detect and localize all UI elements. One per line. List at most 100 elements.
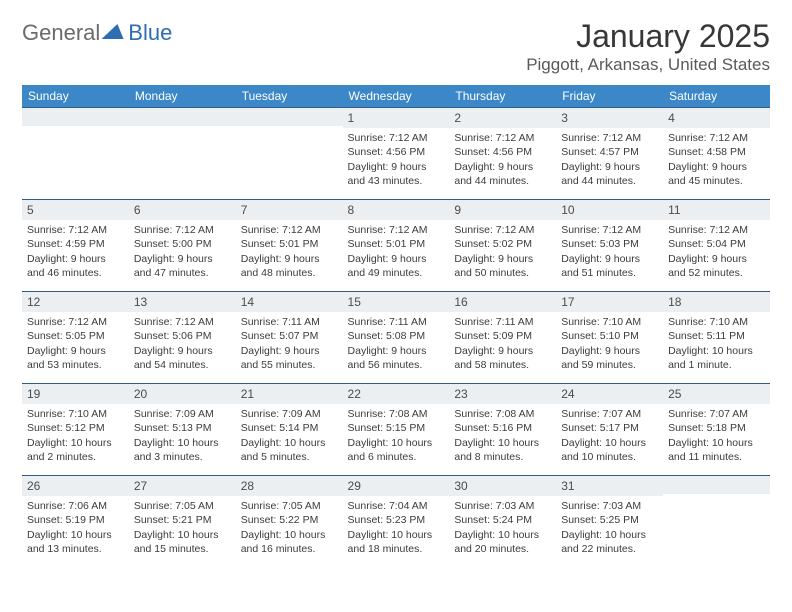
day-number: 2	[454, 111, 461, 125]
sunrise-line: Sunrise: 7:12 AM	[241, 223, 338, 237]
sunset-line: Sunset: 4:58 PM	[668, 145, 765, 159]
daylight-line: Daylight: 9 hours and 53 minutes.	[27, 344, 124, 372]
day-info: Sunrise: 7:10 AMSunset: 5:10 PMDaylight:…	[559, 315, 660, 372]
calendar-day-cell: 12Sunrise: 7:12 AMSunset: 5:05 PMDayligh…	[22, 292, 129, 384]
daylight-line: Daylight: 9 hours and 48 minutes.	[241, 252, 338, 280]
sunrise-line: Sunrise: 7:12 AM	[134, 315, 231, 329]
calendar-table: SundayMondayTuesdayWednesdayThursdayFrid…	[22, 85, 770, 568]
day-number-bar: 15	[343, 292, 450, 312]
calendar-day-cell: 8 Sunrise: 7:12 AMSunset: 5:01 PMDaylight…	[343, 200, 450, 292]
sunset-line: Sunset: 5:17 PM	[561, 421, 658, 435]
day-number-bar: 31	[556, 476, 663, 496]
day-number: 20	[134, 387, 147, 401]
day-info: Sunrise: 7:12 AMSunset: 5:01 PMDaylight:…	[346, 223, 447, 280]
calendar-day-cell: 30Sunrise: 7:03 AMSunset: 5:24 PMDayligh…	[449, 476, 556, 568]
day-number: 19	[27, 387, 40, 401]
day-of-week-header-row: SundayMondayTuesdayWednesdayThursdayFrid…	[22, 85, 770, 108]
location-subtitle: Piggott, Arkansas, United States	[22, 55, 770, 75]
day-info: Sunrise: 7:08 AMSunset: 5:16 PMDaylight:…	[452, 407, 553, 464]
sunset-line: Sunset: 5:14 PM	[241, 421, 338, 435]
calendar-day-cell: 4Sunrise: 7:12 AMSunset: 4:58 PMDaylight…	[663, 108, 770, 200]
day-number-bar: 23	[449, 384, 556, 404]
day-number-bar: 19	[22, 384, 129, 404]
calendar-day-cell: 1Sunrise: 7:12 AMSunset: 4:56 PMDaylight…	[343, 108, 450, 200]
daylight-line: Daylight: 9 hours and 43 minutes.	[348, 160, 445, 188]
sunrise-line: Sunrise: 7:12 AM	[561, 223, 658, 237]
calendar-day-cell: 13Sunrise: 7:12 AMSunset: 5:06 PMDayligh…	[129, 292, 236, 384]
day-info: Sunrise: 7:07 AMSunset: 5:17 PMDaylight:…	[559, 407, 660, 464]
sunset-line: Sunset: 5:21 PM	[134, 513, 231, 527]
sunrise-line: Sunrise: 7:12 AM	[668, 131, 765, 145]
sunrise-line: Sunrise: 7:12 AM	[561, 131, 658, 145]
day-number: 31	[561, 479, 574, 493]
sunrise-line: Sunrise: 7:11 AM	[241, 315, 338, 329]
daylight-line: Daylight: 9 hours and 52 minutes.	[668, 252, 765, 280]
day-info: Sunrise: 7:08 AMSunset: 5:15 PMDaylight:…	[346, 407, 447, 464]
sunset-line: Sunset: 5:18 PM	[668, 421, 765, 435]
sunset-line: Sunset: 5:01 PM	[241, 237, 338, 251]
sunset-line: Sunset: 5:11 PM	[668, 329, 765, 343]
daylight-line: Daylight: 10 hours and 6 minutes.	[348, 436, 445, 464]
daylight-line: Daylight: 9 hours and 49 minutes.	[348, 252, 445, 280]
daylight-line: Daylight: 9 hours and 46 minutes.	[27, 252, 124, 280]
calendar-day-cell	[22, 108, 129, 200]
daylight-line: Daylight: 9 hours and 58 minutes.	[454, 344, 551, 372]
day-number: 15	[348, 295, 361, 309]
sunset-line: Sunset: 5:02 PM	[454, 237, 551, 251]
daylight-line: Daylight: 9 hours and 47 minutes.	[134, 252, 231, 280]
day-number-bar: 27	[129, 476, 236, 496]
sunrise-line: Sunrise: 7:10 AM	[668, 315, 765, 329]
day-number-bar: 11	[663, 200, 770, 220]
daylight-line: Daylight: 10 hours and 1 minute.	[668, 344, 765, 372]
sunrise-line: Sunrise: 7:07 AM	[561, 407, 658, 421]
day-info: Sunrise: 7:12 AMSunset: 4:59 PMDaylight:…	[25, 223, 126, 280]
day-info: Sunrise: 7:06 AMSunset: 5:19 PMDaylight:…	[25, 499, 126, 556]
day-number-bar: 28	[236, 476, 343, 496]
calendar-week-row: 5 Sunrise: 7:12 AMSunset: 4:59 PMDaylight…	[22, 200, 770, 292]
day-number: 29	[348, 479, 361, 493]
day-number-bar: 14	[236, 292, 343, 312]
day-number-bar	[236, 108, 343, 126]
day-number: 22	[348, 387, 361, 401]
sunset-line: Sunset: 4:56 PM	[348, 145, 445, 159]
day-info: Sunrise: 7:12 AMSunset: 5:04 PMDaylight:…	[666, 223, 767, 280]
day-info: Sunrise: 7:12 AMSunset: 4:56 PMDaylight:…	[452, 131, 553, 188]
calendar-day-cell: 18Sunrise: 7:10 AMSunset: 5:11 PMDayligh…	[663, 292, 770, 384]
day-number-bar: 17	[556, 292, 663, 312]
calendar-day-cell: 28Sunrise: 7:05 AMSunset: 5:22 PMDayligh…	[236, 476, 343, 568]
daylight-line: Daylight: 10 hours and 8 minutes.	[454, 436, 551, 464]
day-info: Sunrise: 7:10 AMSunset: 5:12 PMDaylight:…	[25, 407, 126, 464]
sunrise-line: Sunrise: 7:12 AM	[668, 223, 765, 237]
day-number: 28	[241, 479, 254, 493]
daylight-line: Daylight: 10 hours and 10 minutes.	[561, 436, 658, 464]
day-info: Sunrise: 7:12 AMSunset: 5:01 PMDaylight:…	[239, 223, 340, 280]
day-number: 23	[454, 387, 467, 401]
calendar-day-cell: 5 Sunrise: 7:12 AMSunset: 4:59 PMDaylight…	[22, 200, 129, 292]
day-number-bar	[663, 476, 770, 494]
day-info: Sunrise: 7:12 AMSunset: 4:57 PMDaylight:…	[559, 131, 660, 188]
day-number: 21	[241, 387, 254, 401]
calendar-day-cell: 29Sunrise: 7:04 AMSunset: 5:23 PMDayligh…	[343, 476, 450, 568]
sunrise-line: Sunrise: 7:08 AM	[348, 407, 445, 421]
sunset-line: Sunset: 5:03 PM	[561, 237, 658, 251]
sunset-line: Sunset: 5:22 PM	[241, 513, 338, 527]
logo: General Blue	[22, 20, 172, 46]
day-number-bar: 24	[556, 384, 663, 404]
daylight-line: Daylight: 9 hours and 50 minutes.	[454, 252, 551, 280]
day-info: Sunrise: 7:09 AMSunset: 5:13 PMDaylight:…	[132, 407, 233, 464]
day-info: Sunrise: 7:11 AMSunset: 5:07 PMDaylight:…	[239, 315, 340, 372]
calendar-day-cell: 3Sunrise: 7:12 AMSunset: 4:57 PMDaylight…	[556, 108, 663, 200]
sunrise-line: Sunrise: 7:06 AM	[27, 499, 124, 513]
day-number: 27	[134, 479, 147, 493]
calendar-day-cell: 21Sunrise: 7:09 AMSunset: 5:14 PMDayligh…	[236, 384, 343, 476]
sunrise-line: Sunrise: 7:03 AM	[561, 499, 658, 513]
day-number-bar: 8	[343, 200, 450, 220]
sunset-line: Sunset: 5:16 PM	[454, 421, 551, 435]
sunset-line: Sunset: 5:06 PM	[134, 329, 231, 343]
sunset-line: Sunset: 5:15 PM	[348, 421, 445, 435]
day-info: Sunrise: 7:05 AMSunset: 5:21 PMDaylight:…	[132, 499, 233, 556]
sunrise-line: Sunrise: 7:08 AM	[454, 407, 551, 421]
calendar-day-cell: 25Sunrise: 7:07 AMSunset: 5:18 PMDayligh…	[663, 384, 770, 476]
day-number: 5	[27, 203, 34, 217]
sunset-line: Sunset: 5:23 PM	[348, 513, 445, 527]
